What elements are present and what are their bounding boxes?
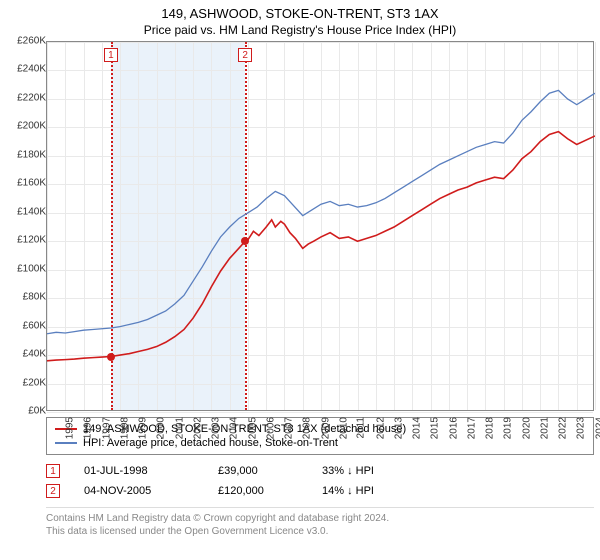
series-svg <box>47 42 595 412</box>
x-axis-label: 2015 <box>430 417 441 439</box>
sale-price: £39,000 <box>218 465 298 477</box>
sale-row: 2 04-NOV-2005 £120,000 14% ↓ HPI <box>46 481 594 501</box>
footer-line-1: Contains HM Land Registry data © Crown c… <box>46 512 594 525</box>
x-axis-label: 2002 <box>192 417 203 439</box>
footer-attribution: Contains HM Land Registry data © Crown c… <box>46 507 594 538</box>
x-axis-label: 2024 <box>594 417 600 439</box>
chart-title: 149, ASHWOOD, STOKE-ON-TRENT, ST3 1AX <box>0 0 600 21</box>
chart-subtitle: Price paid vs. HM Land Registry's House … <box>0 21 600 41</box>
x-axis-label: 2009 <box>320 417 331 439</box>
gridline-horizontal <box>47 412 593 413</box>
x-axis-label: 1995 <box>64 417 75 439</box>
x-axis-label: 2010 <box>338 417 349 439</box>
y-axis-label: £260K <box>17 36 46 47</box>
chart-container: 149, ASHWOOD, STOKE-ON-TRENT, ST3 1AX Pr… <box>0 0 600 560</box>
y-axis-label: £220K <box>17 92 46 103</box>
y-axis-label: £120K <box>17 235 46 246</box>
x-axis-label: 2001 <box>174 417 185 439</box>
gridline-vertical <box>595 42 596 410</box>
y-axis-label: £160K <box>17 178 46 189</box>
y-axis-label: £200K <box>17 121 46 132</box>
x-axis-label: 2018 <box>484 417 495 439</box>
sale-point <box>107 353 115 361</box>
sale-hpi-diff: 33% ↓ HPI <box>322 465 422 477</box>
x-axis-label: 1998 <box>119 417 130 439</box>
series-line-hpi <box>47 90 595 333</box>
x-axis-label: 2007 <box>283 417 294 439</box>
sale-price: £120,000 <box>218 485 298 497</box>
sales-table: 1 01-JUL-1998 £39,000 33% ↓ HPI 2 04-NOV-2005… <box>46 461 594 501</box>
x-axis-label: 2008 <box>302 417 313 439</box>
y-axis-label: £20K <box>23 377 46 388</box>
chart-plot-area: 12 <box>46 41 594 411</box>
x-axis-label: 2021 <box>539 417 550 439</box>
sale-marker-icon: 2 <box>46 484 60 498</box>
x-axis-label: 2003 <box>210 417 221 439</box>
x-axis-label: 2016 <box>448 417 459 439</box>
y-axis-label: £240K <box>17 64 46 75</box>
y-axis-label: £140K <box>17 206 46 217</box>
x-axis-label: 2011 <box>356 417 367 439</box>
x-axis-label: 2017 <box>466 417 477 439</box>
sale-date: 01-JUL-1998 <box>84 465 194 477</box>
y-axis-label: £60K <box>23 320 46 331</box>
x-axis-label: 2022 <box>557 417 568 439</box>
y-axis-label: £80K <box>23 292 46 303</box>
sale-row: 1 01-JUL-1998 £39,000 33% ↓ HPI <box>46 461 594 481</box>
x-axis-label: 1999 <box>137 417 148 439</box>
sale-hpi-diff: 14% ↓ HPI <box>322 485 422 497</box>
x-axis-label: 2020 <box>521 417 532 439</box>
x-axis-label: 2000 <box>156 417 167 439</box>
x-axis-label: 2013 <box>393 417 404 439</box>
y-axis-label: £100K <box>17 263 46 274</box>
y-axis-label: £180K <box>17 149 46 160</box>
y-axis-label: £0K <box>28 406 46 417</box>
x-axis-label: 2014 <box>411 417 422 439</box>
sale-point <box>241 237 249 245</box>
legend-swatch <box>55 442 77 444</box>
x-axis-label: 2019 <box>503 417 514 439</box>
x-axis-label: 2005 <box>247 417 258 439</box>
x-axis-label: 2004 <box>229 417 240 439</box>
x-axis-label: 2023 <box>576 417 587 439</box>
y-axis-label: £40K <box>23 349 46 360</box>
x-axis-label: 2006 <box>265 417 276 439</box>
footer-line-2: This data is licensed under the Open Gov… <box>46 525 594 538</box>
sale-marker-icon: 1 <box>46 464 60 478</box>
x-axis-label: 1996 <box>83 417 94 439</box>
x-axis-label: 1997 <box>101 417 112 439</box>
series-line-price_paid <box>47 132 595 361</box>
x-axis-label: 2012 <box>375 417 386 439</box>
sale-date: 04-NOV-2005 <box>84 485 194 497</box>
